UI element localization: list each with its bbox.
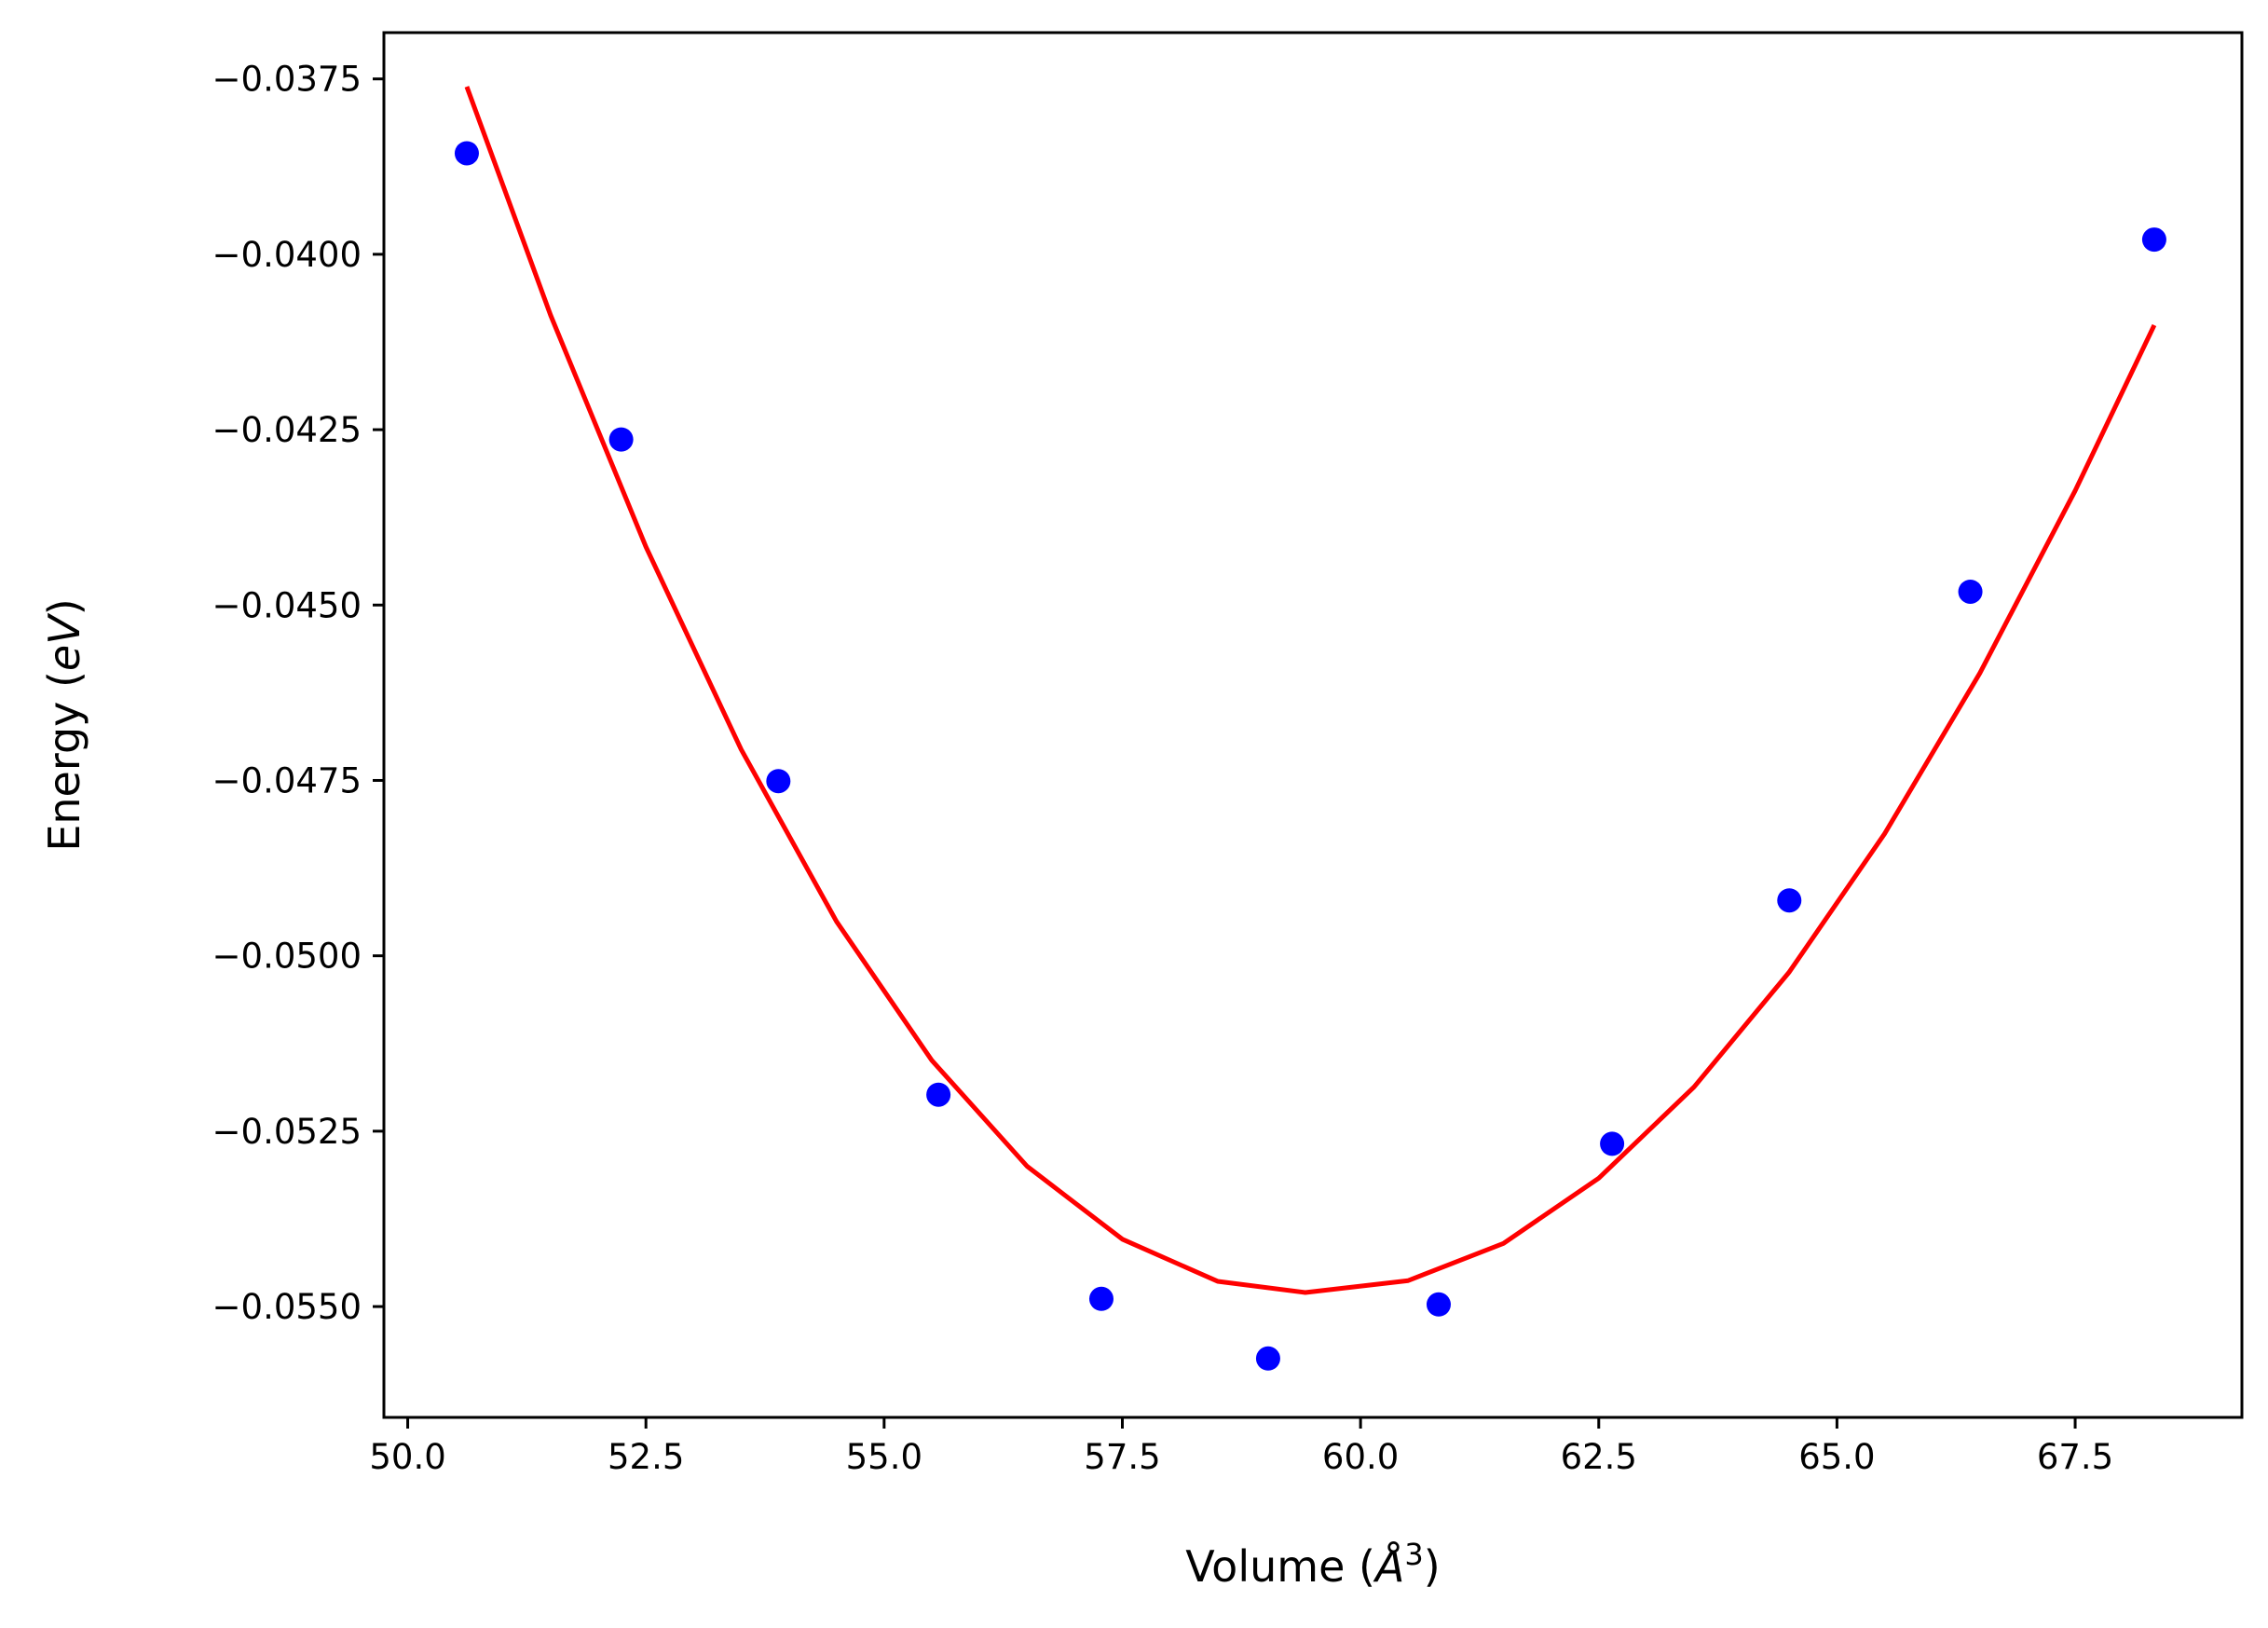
data-point	[2141, 227, 2166, 253]
data-point	[1255, 1346, 1280, 1371]
x-tick-label: 50.0	[369, 1437, 445, 1477]
data-point	[608, 427, 634, 452]
data-point	[1426, 1292, 1451, 1317]
y-tick-label: −0.0375	[212, 60, 362, 100]
y-tick-label: −0.0525	[212, 1112, 362, 1152]
plot-area	[454, 86, 2166, 1371]
fit-curve-line	[464, 86, 2157, 1295]
data-point	[926, 1082, 951, 1107]
x-tick-label: 67.5	[2037, 1437, 2113, 1477]
x-axis-ticks: 50.0 52.5 55.0 57.5 60.0 62.5 65.0 67.5	[369, 1417, 2113, 1477]
data-point	[1088, 1286, 1114, 1311]
y-tick-label: −0.0550	[212, 1287, 362, 1327]
y-axis-label: Energy (eV)	[39, 598, 89, 851]
data-point	[1600, 1131, 1625, 1156]
data-point	[1777, 888, 1802, 913]
data-point	[766, 769, 791, 794]
x-tick-label: 60.0	[1322, 1437, 1399, 1477]
x-axis-label: Volume (Å3)	[1185, 1537, 1440, 1592]
x-tick-label: 57.5	[1084, 1437, 1160, 1477]
y-tick-label: −0.0475	[212, 760, 362, 800]
y-tick-label: −0.0400	[212, 235, 362, 275]
axes-frame	[382, 31, 2244, 1419]
x-tick-label: 65.0	[1798, 1437, 1875, 1477]
y-tick-label: −0.0425	[212, 410, 362, 450]
data-point	[1958, 579, 1983, 604]
data-point	[454, 141, 479, 166]
y-tick-label: −0.0450	[212, 585, 362, 625]
y-tick-label: −0.0500	[212, 937, 362, 977]
x-tick-label: 52.5	[608, 1437, 684, 1477]
x-tick-label: 55.0	[846, 1437, 922, 1477]
x-tick-label: 62.5	[1561, 1437, 1637, 1477]
y-axis-ticks: −0.0375 −0.0400 −0.0425 −0.0450 −0.0475 −0.05…	[212, 60, 384, 1327]
